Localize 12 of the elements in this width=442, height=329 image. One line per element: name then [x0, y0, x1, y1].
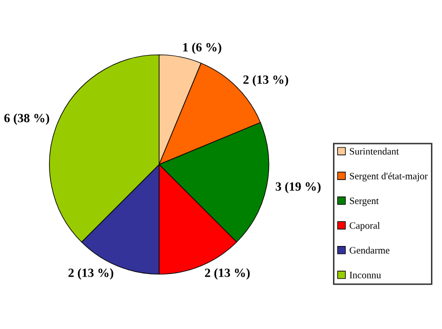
legend-label: Sergent d'état-major — [350, 172, 428, 182]
data-label: 2 (13 %) — [204, 268, 250, 280]
legend-label: Gendarme — [350, 246, 390, 254]
data-label: 1 (6 %) — [183, 42, 222, 54]
data-label: 2 (13 %) — [68, 268, 114, 280]
data-label: 2 (13 %) — [243, 75, 288, 86]
data-label: 3 (19 %) — [276, 182, 321, 194]
legend-label: Inconnu — [350, 272, 381, 278]
legend-label: Caporal — [350, 222, 380, 231]
legend-label: Surintendant — [350, 148, 399, 155]
data-label: 6 (38 %) — [4, 114, 50, 125]
legend-label: Sergent — [350, 198, 379, 206]
